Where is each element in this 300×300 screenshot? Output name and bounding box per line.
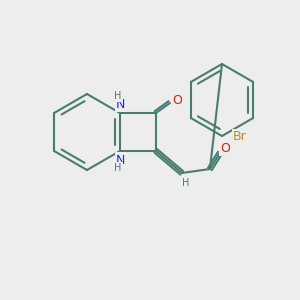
- Text: H: H: [182, 178, 190, 188]
- Text: H: H: [114, 91, 122, 101]
- Text: H: H: [114, 163, 122, 173]
- Text: N: N: [116, 154, 126, 166]
- Text: O: O: [220, 142, 230, 154]
- Text: O: O: [172, 94, 182, 106]
- Text: N: N: [116, 98, 126, 110]
- Text: Br: Br: [233, 130, 247, 143]
